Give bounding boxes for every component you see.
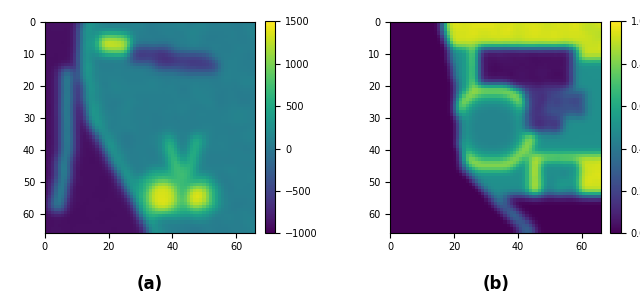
Text: (a): (a)	[137, 275, 163, 293]
Text: (b): (b)	[483, 275, 509, 293]
